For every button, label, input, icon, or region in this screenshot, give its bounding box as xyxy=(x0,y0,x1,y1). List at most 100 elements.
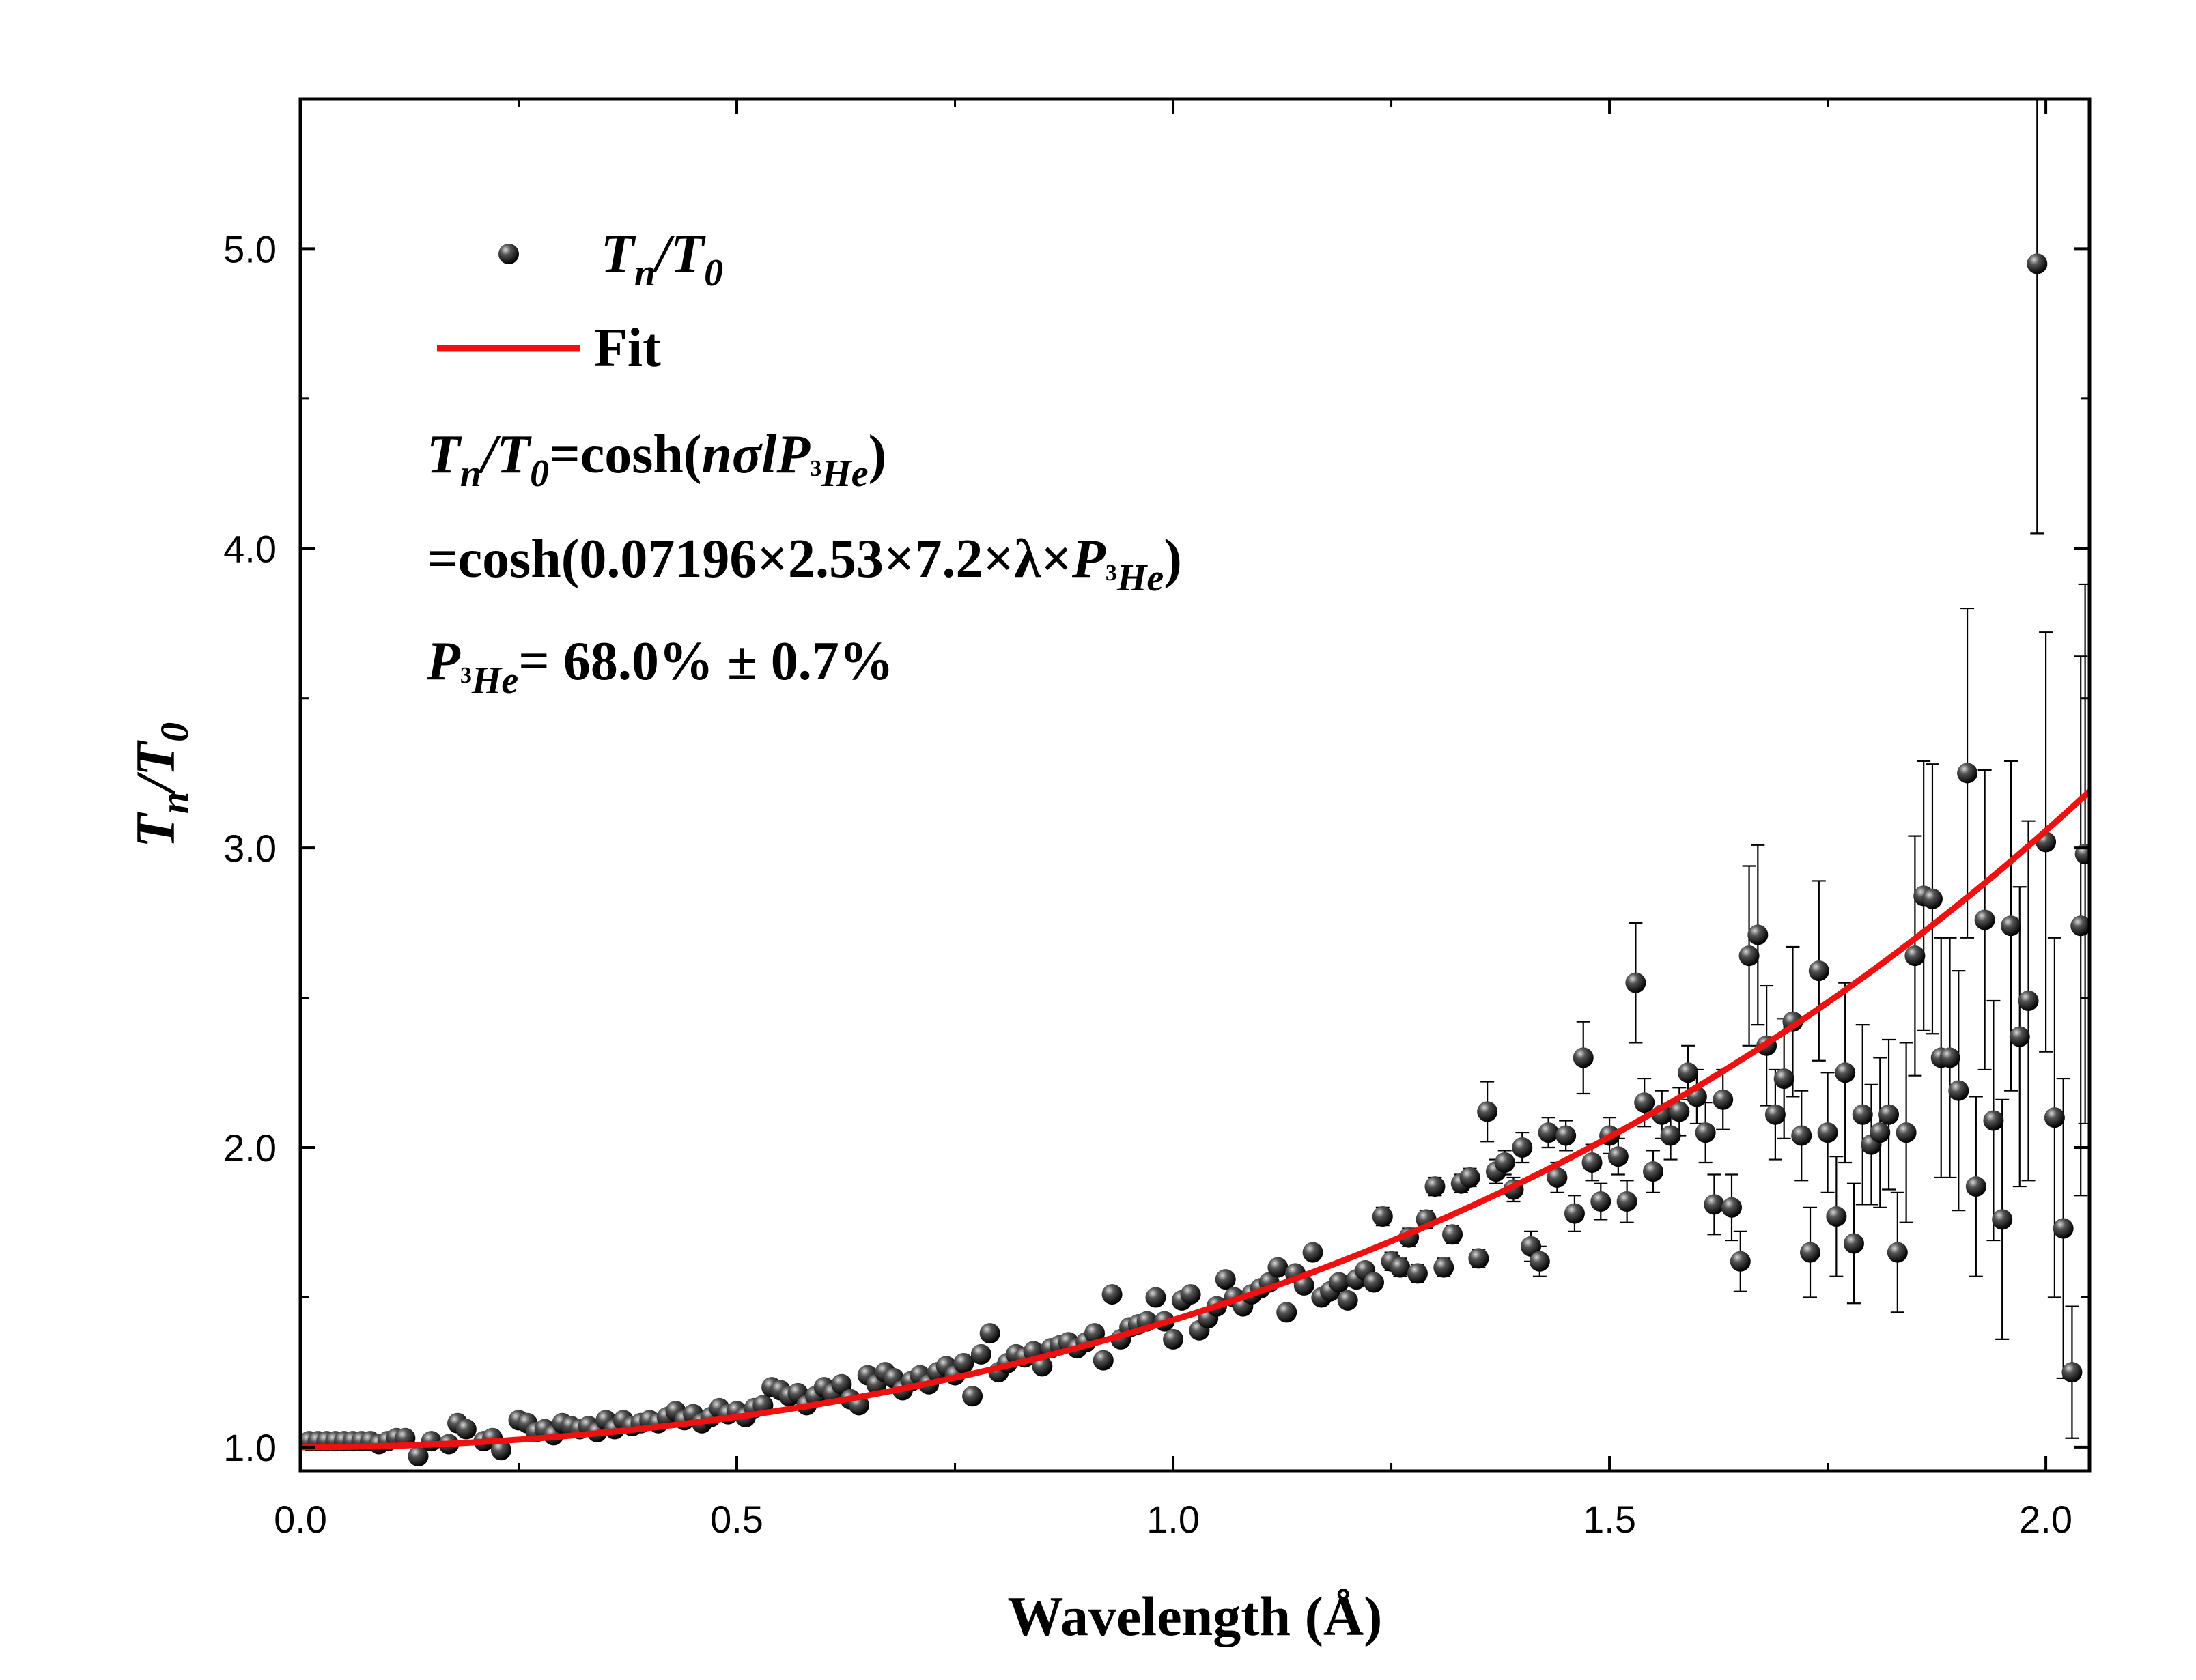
data-point xyxy=(2053,1218,2074,1239)
data-points xyxy=(300,253,2089,1467)
data-point xyxy=(1835,1062,1856,1083)
data-point xyxy=(1180,1284,1201,1305)
data-point xyxy=(1581,1152,1603,1173)
data-point xyxy=(2061,1362,2083,1383)
data-point xyxy=(1215,1269,1236,1290)
fit-line xyxy=(300,788,2089,1451)
data-point xyxy=(1477,1101,1498,1122)
data-point xyxy=(1870,1122,1891,1143)
data-point xyxy=(2027,253,2048,274)
data-point xyxy=(2044,1107,2065,1128)
data-point xyxy=(1843,1233,1864,1254)
data-point xyxy=(1704,1194,1725,1215)
data-point xyxy=(408,1446,429,1467)
data-point xyxy=(1983,1110,2004,1131)
data-point xyxy=(2009,1026,2030,1047)
data-point xyxy=(1948,1080,1969,1101)
data-point xyxy=(1337,1290,1358,1311)
y-tick-label: 4.0 xyxy=(223,527,277,570)
y-axis-title: Tn/T0 xyxy=(124,722,197,848)
data-point xyxy=(1424,1176,1446,1197)
data-point xyxy=(1529,1251,1550,1272)
x-tick-label: 1.0 xyxy=(1146,1498,1200,1541)
data-point xyxy=(490,1440,511,1461)
data-point xyxy=(1101,1284,1123,1305)
data-point xyxy=(1547,1167,1568,1188)
data-point xyxy=(1896,1122,1917,1143)
data-point xyxy=(962,1386,983,1407)
data-point xyxy=(1992,1209,2013,1230)
data-point xyxy=(1093,1350,1114,1371)
data-point xyxy=(1808,960,1829,982)
data-point xyxy=(2070,915,2089,937)
x-axis-ticks: 0.0 0.5 1.0 1.5 2.0 xyxy=(274,99,2072,1541)
data-point xyxy=(1852,1104,1873,1125)
data-point xyxy=(1974,909,1995,930)
data-point xyxy=(1468,1248,1489,1269)
data-point xyxy=(953,1353,974,1374)
data-point xyxy=(1826,1206,1847,1227)
data-point xyxy=(1957,763,1978,784)
data-point xyxy=(1442,1224,1463,1245)
legend-label-data: Tn/T0 xyxy=(601,224,723,294)
data-point xyxy=(1267,1257,1289,1278)
data-point xyxy=(1433,1257,1454,1278)
equation-line-1: Tn/T0=cosh(nσlP3He) xyxy=(427,425,886,495)
data-point xyxy=(1521,1236,1542,1257)
data-point xyxy=(1538,1122,1559,1143)
data-point xyxy=(1747,924,1769,945)
error-bars xyxy=(302,99,2089,1460)
data-point xyxy=(1328,1272,1349,1293)
data-point xyxy=(1669,1101,1690,1122)
data-point xyxy=(1922,888,1943,909)
y-tick-label: 3.0 xyxy=(223,827,277,870)
x-tick-label: 0.0 xyxy=(274,1498,327,1541)
data-point xyxy=(1791,1125,1812,1146)
data-point xyxy=(1564,1203,1585,1224)
equation-line-3: P3He= 68.0% ± 0.7% xyxy=(426,631,894,702)
data-point xyxy=(1364,1272,1384,1293)
data-point xyxy=(1512,1137,1533,1158)
data-point xyxy=(1634,1092,1655,1113)
data-point xyxy=(1494,1152,1515,1173)
data-point xyxy=(1084,1323,1106,1344)
legend-label-fit: Fit xyxy=(594,318,661,378)
data-point xyxy=(1730,1251,1751,1272)
data-point xyxy=(1642,1161,1663,1182)
data-point xyxy=(1390,1257,1411,1278)
data-point xyxy=(1590,1191,1611,1212)
data-point xyxy=(979,1323,1000,1344)
data-point xyxy=(1738,945,1760,967)
data-point xyxy=(1764,1104,1786,1125)
data-point xyxy=(1817,1122,1838,1143)
data-point xyxy=(2018,990,2039,1011)
x-tick-label: 0.5 xyxy=(710,1498,763,1541)
data-point xyxy=(1145,1287,1166,1308)
y-tick-label: 5.0 xyxy=(223,227,277,270)
data-point xyxy=(455,1419,477,1440)
data-point xyxy=(1372,1206,1393,1227)
y-axis-ticks: 1.0 2.0 3.0 4.0 5.0 xyxy=(223,227,2089,1469)
data-point xyxy=(1616,1191,1637,1212)
equation-line-2: =cosh(0.07196×2.53×7.2×λ×P3He) xyxy=(427,529,1182,599)
data-point xyxy=(1695,1122,1716,1143)
x-axis-title: Wavelength (Å) xyxy=(1008,1585,1383,1647)
data-point xyxy=(1965,1176,1986,1197)
data-point xyxy=(1678,1062,1699,1083)
data-point xyxy=(1163,1328,1184,1350)
legend-marker-icon xyxy=(498,244,519,264)
data-point xyxy=(1878,1104,1900,1125)
data-point xyxy=(2000,915,2021,937)
data-point xyxy=(1773,1068,1794,1090)
data-point xyxy=(1573,1047,1594,1068)
data-point xyxy=(1302,1242,1323,1263)
data-point xyxy=(1607,1146,1629,1167)
y-tick-label: 2.0 xyxy=(223,1126,277,1169)
y-tick-label: 1.0 xyxy=(223,1426,277,1469)
data-point xyxy=(1407,1263,1428,1284)
data-point xyxy=(1800,1242,1821,1263)
x-tick-label: 2.0 xyxy=(2019,1498,2072,1541)
data-point xyxy=(1939,1047,1960,1068)
